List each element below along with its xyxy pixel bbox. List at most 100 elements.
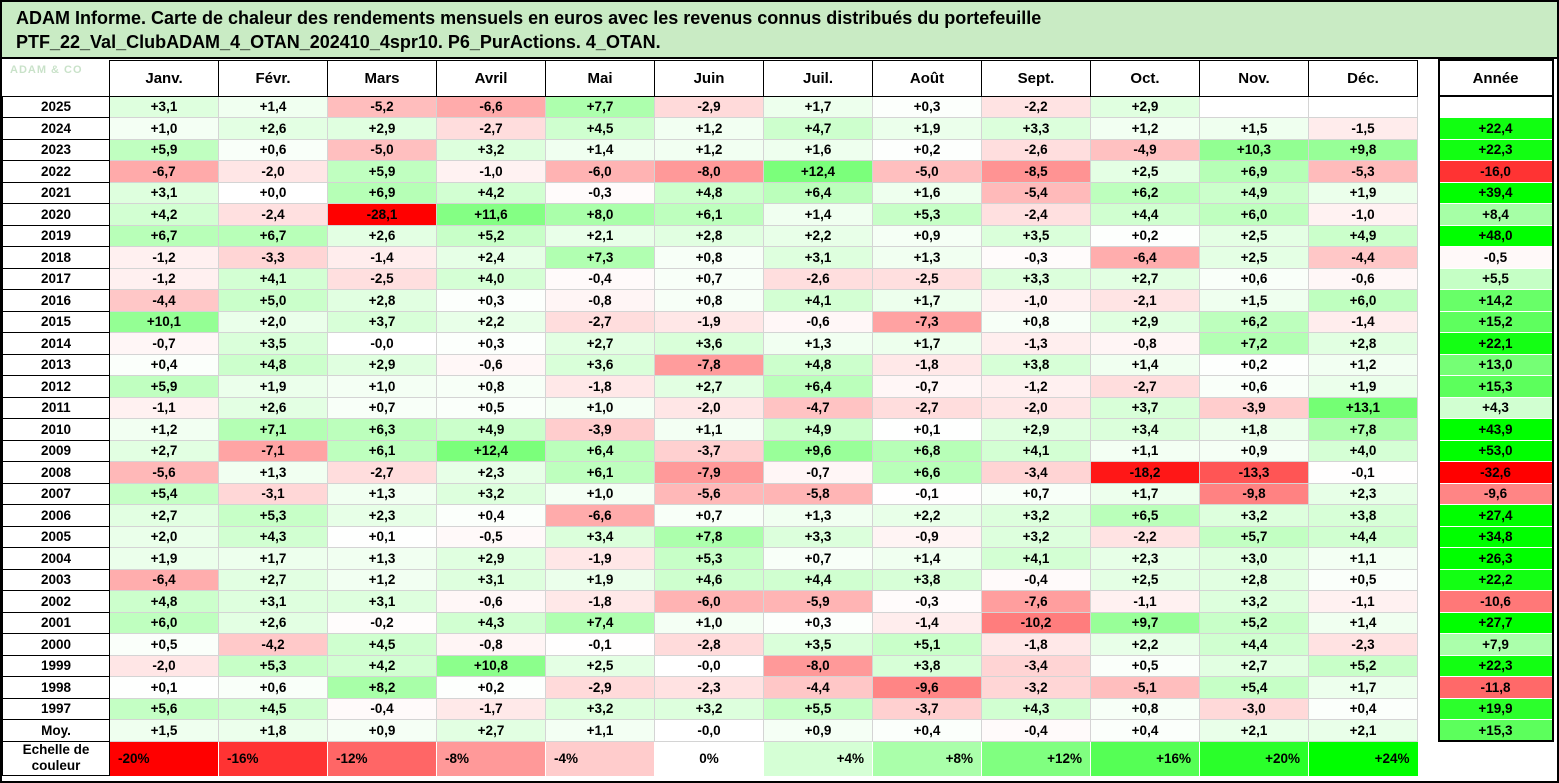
return-cell: -0,0 <box>654 654 764 677</box>
return-cell: +4,0 <box>436 267 546 290</box>
column-gap <box>1418 655 1439 677</box>
month-header: Avril <box>436 59 546 97</box>
column-gap <box>1418 354 1439 376</box>
return-cell: +4,1 <box>981 439 1091 462</box>
year-label: 1998 <box>2 676 110 699</box>
return-cell: -5,8 <box>763 482 873 505</box>
return-cell: +3,1 <box>436 568 546 591</box>
year-label: 2010 <box>2 418 110 441</box>
table-row: 2019 +6,7 +6,7 +2,6 +5,2 +2,1 +2,8 +2,2 +0,9 +3,5… <box>2 224 1554 247</box>
return-cell: -2,6 <box>763 267 873 290</box>
color-scale-stop: -12% <box>327 740 437 776</box>
table-row: 2015 +10,1 +2,0 +3,7 +2,2 -2,7 -1,9 -0,6 -7,3 +0,… <box>2 310 1554 333</box>
return-cell: -1,2 <box>109 246 219 269</box>
table-row: 2016 -4,4 +5,0 +2,8 +0,3 -0,8 +0,8 +4,1 +1,7 -1,0… <box>2 289 1554 312</box>
column-gap <box>1418 60 1439 96</box>
return-cell: -3,9 <box>545 418 655 441</box>
color-scale-label: Echelle de couleur <box>2 740 110 777</box>
return-cell: +1,1 <box>654 418 764 441</box>
year-label: 2020 <box>2 203 110 226</box>
return-cell: +2,5 <box>545 654 655 677</box>
year-label: 2025 <box>2 95 110 118</box>
return-cell: +0,2 <box>1090 224 1200 247</box>
return-cell: +5,2 <box>1199 611 1309 634</box>
return-cell: -0,8 <box>436 633 546 656</box>
return-cell: +1,0 <box>654 611 764 634</box>
return-cell: +0,8 <box>654 246 764 269</box>
return-cell: +4,2 <box>436 181 546 204</box>
return-cell: +0,3 <box>872 95 982 118</box>
return-cell: +10,3 <box>1199 138 1309 161</box>
return-cell: +0,3 <box>436 289 546 312</box>
return-cell: +3,5 <box>763 633 873 656</box>
return-cell: -9,6 <box>872 676 982 699</box>
return-cell: +8,0 <box>545 203 655 226</box>
return-cell: +1,6 <box>872 181 982 204</box>
table-row: 2001 +6,0 +2,6 -0,2 +4,3 +7,4 +1,0 +0,3 -1,4 -10,… <box>2 611 1554 634</box>
return-cell: -6,7 <box>109 160 219 183</box>
return-cell: -8,5 <box>981 160 1091 183</box>
return-cell: +2,6 <box>218 611 328 634</box>
return-cell: +1,5 <box>1199 289 1309 312</box>
return-cell: -4,4 <box>1308 246 1418 269</box>
column-gap <box>1418 483 1439 505</box>
return-cell: +6,0 <box>1308 289 1418 312</box>
column-gap <box>1418 569 1439 591</box>
return-cell: +4,5 <box>327 633 437 656</box>
return-cell: +5,0 <box>218 289 328 312</box>
return-cell: +2,5 <box>1090 568 1200 591</box>
return-cell: +2,5 <box>1199 224 1309 247</box>
return-cell: -3,3 <box>218 246 328 269</box>
month-header: Mai <box>545 59 655 97</box>
return-cell: +7,8 <box>654 525 764 548</box>
return-cell: +2,2 <box>436 310 546 333</box>
return-cell: +2,9 <box>981 418 1091 441</box>
return-cell: +4,9 <box>436 418 546 441</box>
return-cell: +1,9 <box>218 375 328 398</box>
return-cell: -2,3 <box>654 676 764 699</box>
annual-return-cell: +27,7 <box>1437 611 1554 634</box>
return-cell: +3,4 <box>545 525 655 548</box>
column-gap <box>1418 225 1439 247</box>
year-label: 2009 <box>2 439 110 462</box>
color-scale-stop: +20% <box>1199 740 1309 776</box>
return-cell: -7,9 <box>654 461 764 484</box>
return-cell: -6,4 <box>109 568 219 591</box>
return-cell: +4,4 <box>1090 203 1200 226</box>
return-cell: +3,1 <box>327 590 437 613</box>
return-cell: +1,7 <box>1090 482 1200 505</box>
return-cell: +0,1 <box>109 676 219 699</box>
return-cell: +1,3 <box>872 246 982 269</box>
return-cell: -2,0 <box>109 654 219 677</box>
column-gap <box>1418 311 1439 333</box>
return-cell: +3,1 <box>109 181 219 204</box>
return-cell: +4,5 <box>218 697 328 720</box>
return-cell: -0,0 <box>654 719 764 742</box>
return-cell: +0,8 <box>1090 697 1200 720</box>
column-gap <box>1418 397 1439 419</box>
return-cell: +2,3 <box>1308 482 1418 505</box>
table-row: 2008 -5,6 +1,3 -2,7 +2,3 +6,1 -7,9 -0,7 +6,6 -3,4… <box>2 461 1554 484</box>
return-cell: +3,0 <box>1199 547 1309 570</box>
year-label: 2003 <box>2 568 110 591</box>
annual-return-cell: +22,3 <box>1437 654 1554 677</box>
annual-return-cell: +4,3 <box>1437 396 1554 419</box>
return-cell: +1,3 <box>763 504 873 527</box>
column-gap <box>1418 505 1439 527</box>
return-cell: +3,5 <box>981 224 1091 247</box>
return-cell: +13,1 <box>1308 396 1418 419</box>
return-cell: -2,8 <box>654 633 764 656</box>
return-cell: +6,6 <box>872 461 982 484</box>
return-cell: -2,0 <box>218 160 328 183</box>
return-cell: +3,5 <box>218 332 328 355</box>
return-cell: -2,3 <box>1308 633 1418 656</box>
year-label: 2013 <box>2 353 110 376</box>
return-cell: -3,1 <box>218 482 328 505</box>
annual-return-cell: -10,6 <box>1437 590 1554 613</box>
table-row: 2011 -1,1 +2,6 +0,7 +0,5 +1,0 -2,0 -4,7 -2,7 -2,0… <box>2 396 1554 419</box>
return-cell: -0,4 <box>981 568 1091 591</box>
column-gap <box>1418 677 1439 699</box>
return-cell: +0,1 <box>872 418 982 441</box>
return-cell: -2,5 <box>872 267 982 290</box>
